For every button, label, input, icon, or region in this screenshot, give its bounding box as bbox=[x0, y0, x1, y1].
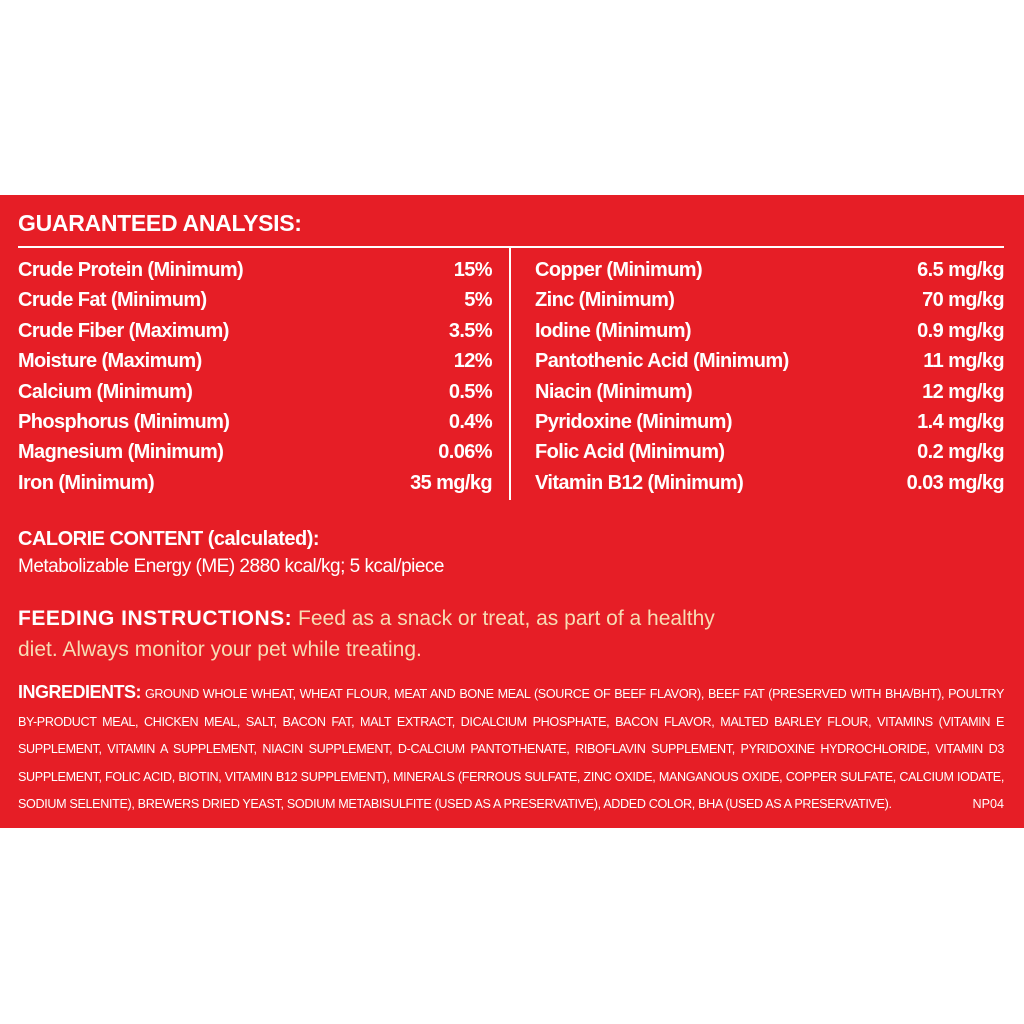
nutrient-name: Moisture (Maximum) bbox=[18, 350, 202, 373]
nutrient-name: Iron (Minimum) bbox=[18, 471, 155, 494]
divider bbox=[509, 248, 511, 500]
ingredients-label: INGREDIENTS: bbox=[18, 682, 142, 702]
ingredients: INGREDIENTS: GROUND WHOLE WHEAT, WHEAT F… bbox=[18, 679, 1004, 819]
nutrient-value: 6.5 mg/kg bbox=[917, 259, 1004, 281]
calorie-text: Metabolizable Energy (ME) 2880 kcal/kg; … bbox=[18, 556, 445, 577]
nutrient-value: 0.9 mg/kg bbox=[917, 319, 1004, 342]
analysis-row: Phosphorus (Minimum) 0.4% bbox=[18, 407, 493, 437]
nutrient-name: Pyridoxine (Minimum) bbox=[535, 411, 733, 433]
nutrient-name: Crude Fiber (Maximum) bbox=[18, 319, 229, 342]
nutrient-value: 3.5% bbox=[448, 319, 493, 342]
feeding-instructions: FEEDING INSTRUCTIONS: Feed as a snack or… bbox=[18, 603, 758, 665]
nutrient-name: Vitamin B12 (Minimum) bbox=[535, 471, 744, 494]
nutrient-value: 0.06% bbox=[438, 441, 492, 464]
nutrient-name: Pantothenic Acid (Minimum) bbox=[535, 350, 789, 373]
nutrient-value: 70 mg/kg bbox=[922, 289, 1005, 312]
analysis-row: Pyridoxine (Minimum) 1.4 mg/kg bbox=[535, 407, 1005, 437]
analysis-row: Crude Fiber (Maximum) 3.5% bbox=[18, 316, 493, 346]
calorie-heading: CALORIE CONTENT (calculated): bbox=[18, 528, 320, 550]
nutrient-value: 0.2 mg/kg bbox=[917, 441, 1004, 464]
analysis-row: Crude Protein (Minimum) 15% bbox=[18, 255, 493, 285]
section-title: GUARANTEED ANALYSIS: bbox=[18, 210, 302, 236]
nutrient-value: 12 mg/kg bbox=[922, 380, 1005, 403]
analysis-row: Iodine (Minimum) 0.9 mg/kg bbox=[535, 316, 1005, 346]
nutrient-value: 15% bbox=[453, 259, 493, 281]
label-panel: GUARANTEED ANALYSIS: CALORIE CONTENT (ca… bbox=[0, 195, 1024, 828]
nutrient-value: 12% bbox=[453, 350, 493, 373]
analysis-row: Crude Fat (Minimum) 5% bbox=[18, 285, 493, 315]
analysis-row: Iron (Minimum) 35 mg/kg bbox=[18, 468, 493, 498]
nutrient-name: Folic Acid (Minimum) bbox=[535, 441, 725, 464]
product-code: NP04 bbox=[972, 797, 1004, 811]
analysis-row: Magnesium (Minimum) 0.06% bbox=[18, 437, 493, 467]
analysis-row: Vitamin B12 (Minimum) 0.03 mg/kg bbox=[535, 468, 1005, 498]
nutrient-name: Copper (Minimum) bbox=[535, 259, 703, 281]
nutrient-value: 0.5% bbox=[448, 380, 493, 403]
nutrient-value: 11 mg/kg bbox=[923, 350, 1004, 373]
feeding-label: FEEDING INSTRUCTIONS: bbox=[18, 607, 293, 630]
analysis-row: Zinc (Minimum) 70 mg/kg bbox=[535, 285, 1005, 315]
analysis-row: Folic Acid (Minimum) 0.2 mg/kg bbox=[535, 437, 1005, 467]
analysis-row: Pantothenic Acid (Minimum) 11 mg/kg bbox=[535, 346, 1005, 376]
nutrient-name: Crude Fat (Minimum) bbox=[18, 289, 207, 312]
nutrient-value: 5% bbox=[464, 289, 492, 312]
nutrient-name: Zinc (Minimum) bbox=[535, 289, 675, 312]
analysis-row: Niacin (Minimum) 12 mg/kg bbox=[535, 377, 1005, 407]
analysis-row: Moisture (Maximum) 12% bbox=[18, 346, 493, 376]
nutrient-name: Calcium (Minimum) bbox=[18, 380, 193, 403]
nutrient-name: Iodine (Minimum) bbox=[535, 319, 692, 342]
nutrient-name: Magnesium (Minimum) bbox=[18, 441, 224, 464]
nutrient-name: Phosphorus (Minimum) bbox=[18, 411, 230, 433]
nutrient-value: 0.03 mg/kg bbox=[906, 471, 1005, 494]
ingredients-text: GROUND WHOLE WHEAT, WHEAT FLOUR, MEAT AN… bbox=[18, 687, 1004, 811]
analysis-row: Copper (Minimum) 6.5 mg/kg bbox=[535, 255, 1005, 285]
nutrient-value: 35 mg/kg bbox=[410, 471, 493, 494]
nutrient-name: Crude Protein (Minimum) bbox=[18, 259, 244, 281]
analysis-row: Calcium (Minimum) 0.5% bbox=[18, 377, 493, 407]
nutrient-value: 1.4 mg/kg bbox=[917, 411, 1004, 433]
nutrient-value: 0.4% bbox=[448, 411, 493, 433]
feeding-text: Feed as a snack or treat, as part of a h… bbox=[18, 607, 715, 661]
divider bbox=[18, 246, 1004, 248]
nutrient-name: Niacin (Minimum) bbox=[535, 380, 693, 403]
